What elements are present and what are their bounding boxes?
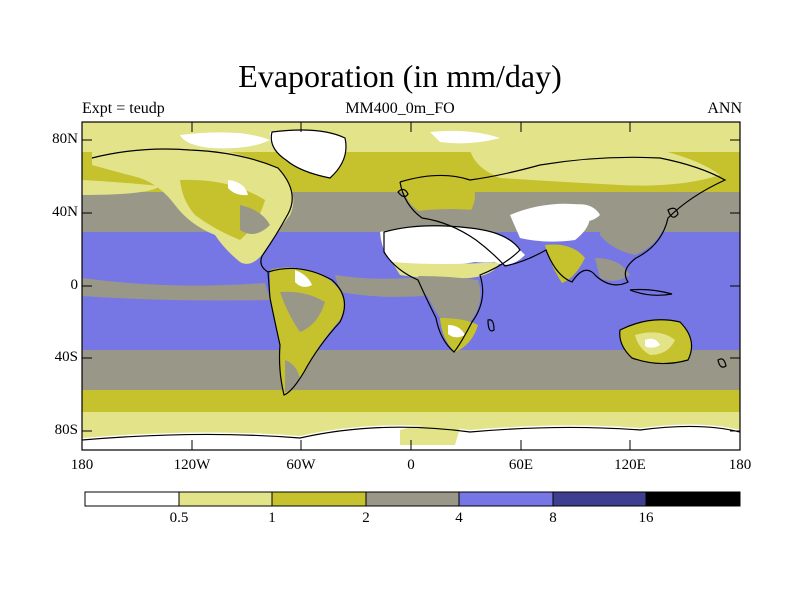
colorbar-label-4: 4 — [455, 510, 463, 526]
lat-label-80n: 80N — [52, 131, 78, 147]
lon-label-180e: 180 — [728, 457, 752, 473]
coast-greenland — [270, 129, 347, 179]
labrador-white — [228, 180, 248, 196]
coast-eurasia — [399, 156, 727, 286]
greenland-white — [269, 130, 346, 178]
colorbar-label-8: 8 — [549, 510, 557, 526]
coastlines — [82, 129, 740, 441]
colorbar — [84, 491, 741, 507]
andes-white — [295, 270, 312, 287]
arctic-canada-white — [180, 132, 270, 149]
coast-indonesia — [629, 288, 673, 296]
lon-label-60w: 60W — [286, 457, 316, 473]
pacific-equatorial-tongue — [82, 278, 270, 301]
central-africa-gray — [418, 276, 481, 325]
amazon-gray — [280, 291, 325, 332]
colorbar-box-6 — [552, 491, 647, 507]
lat-label-40n: 40N — [52, 204, 78, 220]
lon-label-0: 0 — [407, 457, 415, 473]
colorbar-box-3 — [271, 491, 367, 507]
colorbar-box-2 — [178, 491, 273, 507]
southeast-us — [240, 205, 270, 234]
australia-desert-white — [645, 338, 660, 348]
east-asia-gray — [600, 211, 665, 255]
coast-madagascar — [487, 319, 495, 332]
colorbar-box-7 — [645, 491, 741, 507]
lon-label-120e: 120E — [614, 457, 646, 473]
india-land — [545, 244, 585, 283]
arctic-siberia-white — [430, 130, 500, 144]
colorbar-label-1: 1 — [268, 510, 276, 526]
coast-japan — [667, 207, 679, 218]
colorbar-box-1 — [84, 491, 180, 507]
sahel-yellow — [392, 262, 500, 279]
colorbar-box-4 — [365, 491, 460, 507]
arabia-white — [480, 239, 525, 265]
coast-africa — [383, 225, 521, 353]
evaporation-field — [82, 122, 740, 450]
coast-north-america — [91, 148, 293, 273]
lon-label-60e: 60E — [508, 457, 534, 473]
lon-ticks — [81, 122, 741, 450]
colorbar-box-5 — [458, 491, 554, 507]
se-asia-gray — [595, 258, 630, 281]
experiment-label: Expt = teudp — [82, 100, 165, 117]
siberia-yellow — [470, 145, 720, 186]
colorbar-label-2: 2 — [362, 510, 370, 526]
lat-label-0: 0 — [70, 277, 79, 293]
band-subpolar-south — [82, 390, 740, 412]
antarctica-inner-gray — [400, 425, 460, 445]
tibet-white — [560, 204, 600, 222]
mediterranean-gray — [410, 209, 490, 222]
kalahari-white — [448, 325, 465, 338]
n-pacific-yellow — [82, 180, 160, 195]
run-name-label: MM400_0m_FO — [345, 100, 455, 117]
coast-south-america — [267, 267, 346, 396]
coast-british-isles — [397, 188, 409, 198]
lon-label-180w: 180 — [70, 457, 94, 473]
colorbar-label-0-5: 0.5 — [169, 510, 189, 526]
lon-label-120w: 120W — [173, 457, 211, 473]
atlantic-equatorial-tongue — [335, 275, 432, 297]
coast-australia — [619, 319, 693, 365]
chart-title: Evaporation (in mm/day) — [238, 58, 562, 94]
sahara-white — [380, 225, 520, 268]
coast-new-zealand — [717, 358, 727, 368]
lat-label-40s: 40S — [54, 349, 78, 365]
colorbar-label-16: 16 — [638, 510, 654, 526]
lat-label-80s: 80S — [54, 422, 78, 438]
lat-ticks — [82, 139, 740, 432]
europe-land — [400, 175, 475, 217]
coast-antarctica — [82, 425, 740, 441]
season-label: ANN — [707, 100, 742, 117]
